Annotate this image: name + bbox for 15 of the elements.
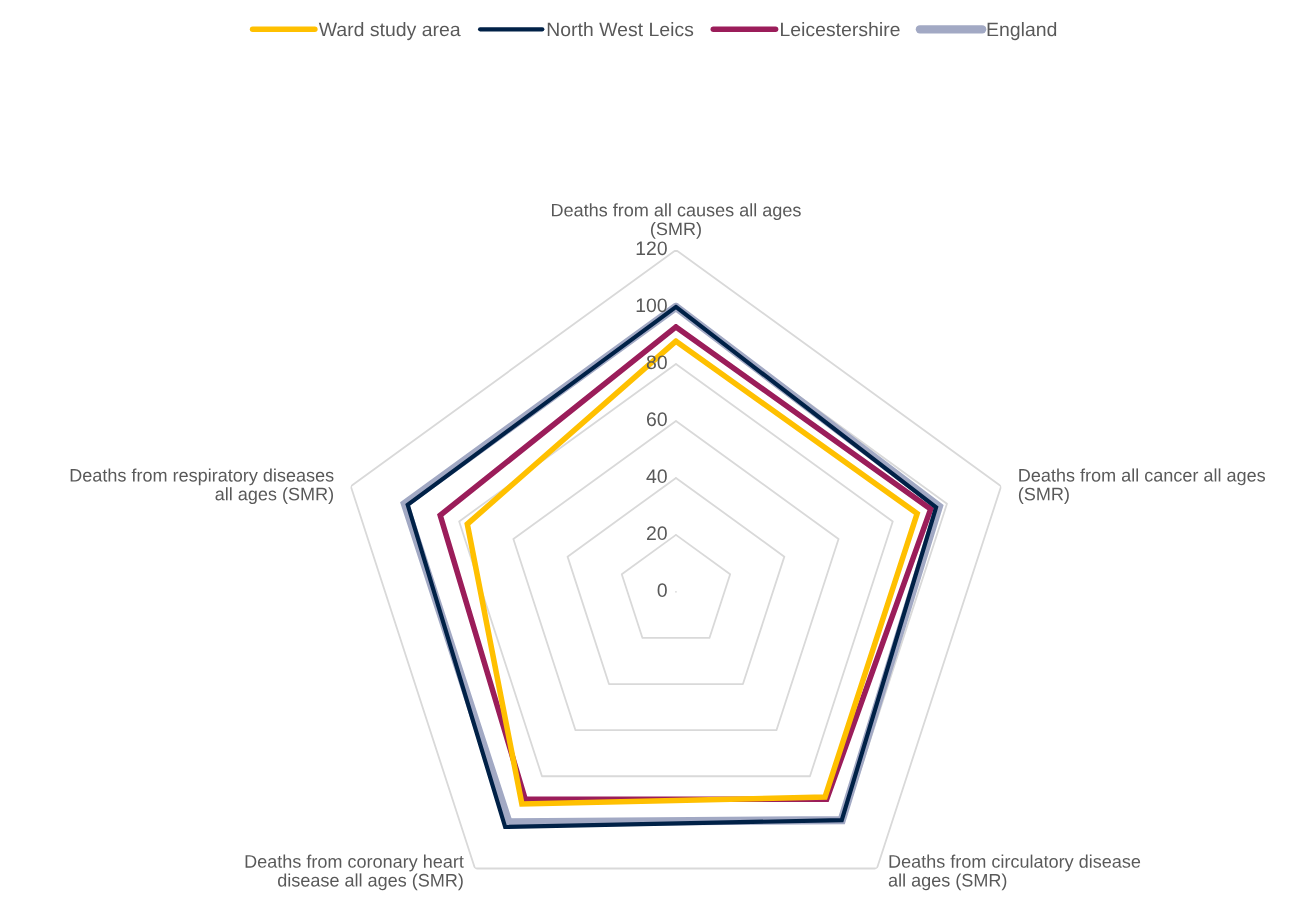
y-tick-label: 0 (657, 583, 667, 598)
spoke-label: Deaths from circulatory disease all ages (SMR) (888, 854, 1141, 891)
legend-label: North West Leics (547, 22, 694, 37)
y-tick-label: 20 (646, 526, 667, 541)
spoke-label: Deaths from respiratory diseases all ages (SMR) (70, 468, 334, 505)
y-tick-label: 60 (646, 412, 667, 427)
spoke-label: Deaths from coronary heart disease all ages (SMR) (245, 854, 464, 891)
legend-label: England (987, 22, 1057, 41)
spoke-label: Deaths from all cancer all ages (SMR) (1018, 468, 1266, 505)
y-tick-label: 100 (636, 298, 667, 313)
legend-label: Ward study area (318, 22, 461, 41)
legend-label: Leicestershire (781, 22, 900, 37)
y-tick-label: 40 (646, 469, 667, 484)
y-tick-label: 120 (636, 241, 667, 256)
spoke-label: Deaths from all causes all ages (SMR) (552, 203, 801, 239)
